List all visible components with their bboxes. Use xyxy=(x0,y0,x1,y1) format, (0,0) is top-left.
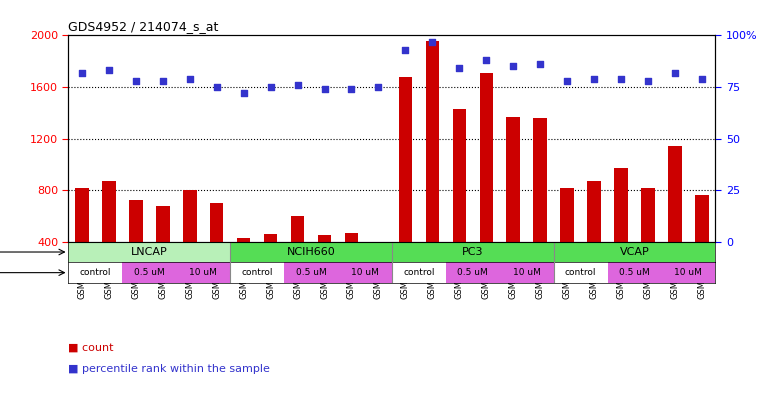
Bar xyxy=(392,242,553,262)
Text: 0.5 uM: 0.5 uM xyxy=(457,268,488,277)
Bar xyxy=(68,242,230,262)
Point xyxy=(318,86,330,92)
Text: control: control xyxy=(565,268,597,277)
Bar xyxy=(318,235,331,242)
Bar xyxy=(338,262,392,283)
Text: 0.5 uM: 0.5 uM xyxy=(134,268,164,277)
Text: 0.5 uM: 0.5 uM xyxy=(619,268,650,277)
Bar xyxy=(446,262,500,283)
Bar xyxy=(177,262,230,283)
Point xyxy=(103,67,115,73)
Point xyxy=(291,82,304,88)
Bar xyxy=(284,262,338,283)
Text: 10 uM: 10 uM xyxy=(189,268,217,277)
Bar xyxy=(587,181,600,242)
Bar xyxy=(237,238,250,242)
Bar xyxy=(642,187,654,242)
Bar xyxy=(661,262,715,283)
Bar xyxy=(399,77,412,242)
Point xyxy=(534,61,546,67)
Point xyxy=(480,57,492,63)
Bar xyxy=(425,40,439,242)
Point xyxy=(265,84,277,90)
Text: ■ count: ■ count xyxy=(68,343,114,353)
Bar xyxy=(371,242,385,243)
Text: 10 uM: 10 uM xyxy=(351,268,379,277)
Bar xyxy=(183,190,196,242)
Text: ■ percentile rank within the sample: ■ percentile rank within the sample xyxy=(68,364,270,375)
Text: PC3: PC3 xyxy=(462,247,483,257)
Bar xyxy=(123,262,177,283)
Text: GDS4952 / 214074_s_at: GDS4952 / 214074_s_at xyxy=(68,20,219,33)
Bar xyxy=(129,200,142,242)
Bar xyxy=(345,233,358,242)
Bar xyxy=(507,117,520,242)
Bar xyxy=(614,168,628,242)
Point xyxy=(696,75,708,82)
Point xyxy=(183,75,196,82)
Text: control: control xyxy=(80,268,111,277)
Bar xyxy=(68,262,123,283)
Point xyxy=(615,75,627,82)
Bar xyxy=(553,242,715,262)
Point xyxy=(642,77,654,84)
Text: 10 uM: 10 uM xyxy=(674,268,702,277)
Point xyxy=(507,63,519,70)
Bar xyxy=(102,181,116,242)
Bar xyxy=(553,262,607,283)
Bar xyxy=(156,206,170,242)
Bar xyxy=(264,234,277,242)
Bar xyxy=(607,262,661,283)
Bar xyxy=(479,73,493,242)
Point xyxy=(76,69,88,75)
Bar xyxy=(392,262,446,283)
Text: 0.5 uM: 0.5 uM xyxy=(296,268,326,277)
Text: NCIH660: NCIH660 xyxy=(287,247,336,257)
Point xyxy=(345,86,358,92)
Point xyxy=(211,84,223,90)
Point xyxy=(561,77,573,84)
Bar xyxy=(533,118,547,242)
Text: control: control xyxy=(241,268,273,277)
Bar xyxy=(500,262,553,283)
Point xyxy=(588,75,600,82)
Bar xyxy=(291,216,304,242)
Point xyxy=(130,77,142,84)
Point xyxy=(426,39,438,45)
Bar xyxy=(668,146,682,242)
Bar xyxy=(210,203,224,242)
Point xyxy=(669,69,681,75)
Bar xyxy=(560,187,574,242)
Point xyxy=(157,77,169,84)
Text: VCAP: VCAP xyxy=(619,247,649,257)
Point xyxy=(237,90,250,96)
Text: control: control xyxy=(403,268,435,277)
Bar xyxy=(695,195,708,242)
Bar xyxy=(230,262,284,283)
Bar xyxy=(453,109,466,242)
Point xyxy=(400,47,412,53)
Point xyxy=(372,84,384,90)
Point xyxy=(454,65,466,72)
Bar xyxy=(75,187,89,242)
Text: LNCAP: LNCAP xyxy=(131,247,167,257)
Text: 10 uM: 10 uM xyxy=(513,268,540,277)
Bar xyxy=(230,242,392,262)
